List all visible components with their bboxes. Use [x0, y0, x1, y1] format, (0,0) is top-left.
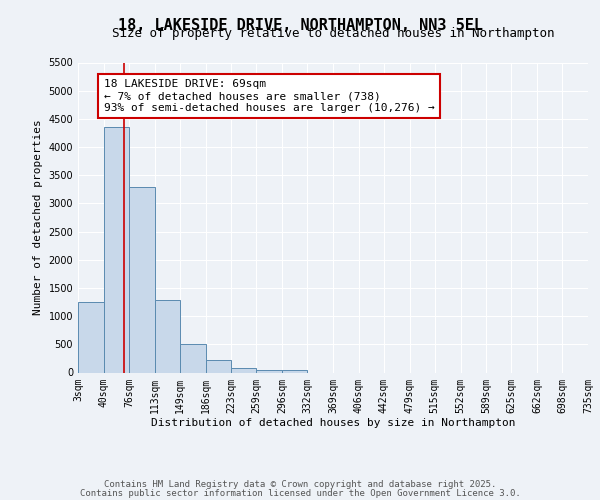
Bar: [129, 186, 155, 372]
Bar: [231, 368, 256, 372]
Text: 18, LAKESIDE DRIVE, NORTHAMPTON, NN3 5EL: 18, LAKESIDE DRIVE, NORTHAMPTON, NN3 5EL: [118, 18, 482, 32]
Bar: [256, 370, 282, 372]
Bar: [205, 360, 231, 372]
Text: Contains HM Land Registry data © Crown copyright and database right 2025.: Contains HM Land Registry data © Crown c…: [104, 480, 496, 489]
Bar: [282, 370, 307, 372]
Bar: [155, 300, 180, 372]
Title: Size of property relative to detached houses in Northampton: Size of property relative to detached ho…: [112, 28, 554, 40]
Text: 18 LAKESIDE DRIVE: 69sqm
← 7% of detached houses are smaller (738)
93% of semi-d: 18 LAKESIDE DRIVE: 69sqm ← 7% of detache…: [104, 80, 434, 112]
Bar: [104, 128, 129, 372]
Bar: [180, 344, 205, 372]
Bar: [78, 302, 104, 372]
Text: Contains public sector information licensed under the Open Government Licence 3.: Contains public sector information licen…: [80, 488, 520, 498]
Y-axis label: Number of detached properties: Number of detached properties: [33, 120, 43, 316]
X-axis label: Distribution of detached houses by size in Northampton: Distribution of detached houses by size …: [151, 418, 515, 428]
